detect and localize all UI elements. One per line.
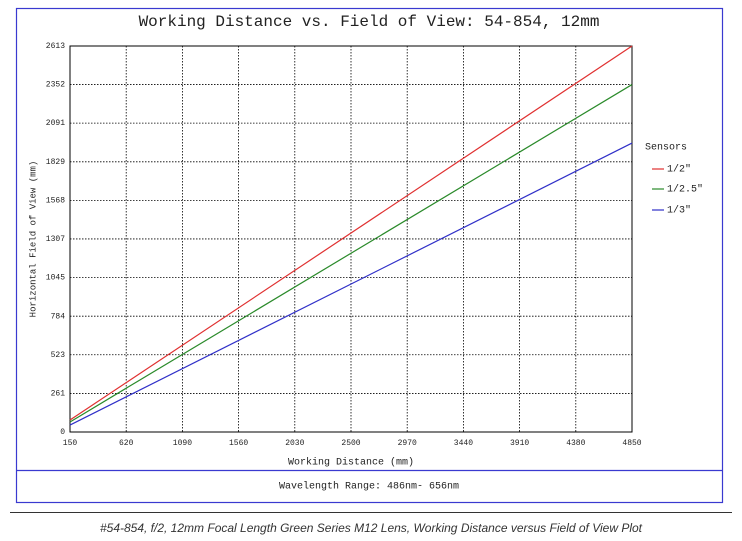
x-tick-label: 4850 bbox=[622, 439, 641, 448]
legend-label: 1/3" bbox=[667, 205, 691, 217]
y-tick-label: 1307 bbox=[46, 235, 65, 244]
frame bbox=[15, 7, 724, 504]
series-line bbox=[69, 84, 633, 423]
x-tick-label: 620 bbox=[119, 439, 134, 448]
x-axis-label: Working Distance (mm) bbox=[288, 457, 414, 469]
x-tick-label: 2500 bbox=[341, 439, 360, 448]
x-tick-label: 3440 bbox=[454, 439, 473, 448]
legend-label: 1/2" bbox=[667, 164, 691, 176]
x-tick-label: 1090 bbox=[173, 439, 192, 448]
legend-label: 1/2.5" bbox=[667, 184, 703, 196]
chart-title: Working Distance vs. Field of View: 54-8… bbox=[139, 13, 600, 31]
y-tick-label: 784 bbox=[51, 312, 66, 321]
x-tick-label: 3910 bbox=[510, 439, 529, 448]
legend-title: Sensors bbox=[645, 143, 687, 154]
x-tick-label: 1560 bbox=[229, 439, 248, 448]
y-tick-label: 523 bbox=[51, 351, 66, 360]
y-axis-label: Horizontal Field of View (mm) bbox=[28, 161, 38, 318]
y-tick-label: 261 bbox=[51, 390, 66, 399]
series-line bbox=[69, 142, 633, 426]
y-tick-label: 1829 bbox=[46, 158, 65, 167]
x-tick-label: 4380 bbox=[566, 439, 585, 448]
y-tick-label: 1568 bbox=[46, 196, 65, 205]
y-tick-label: 1045 bbox=[46, 274, 65, 283]
series-line bbox=[69, 45, 633, 421]
x-tick-label: 150 bbox=[63, 439, 78, 448]
y-tick-label: 2613 bbox=[46, 42, 65, 51]
y-tick-label: 2091 bbox=[46, 119, 65, 128]
x-tick-label: 2970 bbox=[398, 439, 417, 448]
plot-border bbox=[69, 45, 633, 433]
y-tick-label: 2352 bbox=[46, 81, 65, 90]
note: Wavelength Range: 486nm- 656nm bbox=[279, 481, 459, 493]
x-tick-label: 2030 bbox=[285, 439, 304, 448]
y-tick-label: 0 bbox=[60, 428, 65, 437]
caption: #54-854, f/2, 12mm Focal Length Green Se… bbox=[100, 521, 643, 535]
